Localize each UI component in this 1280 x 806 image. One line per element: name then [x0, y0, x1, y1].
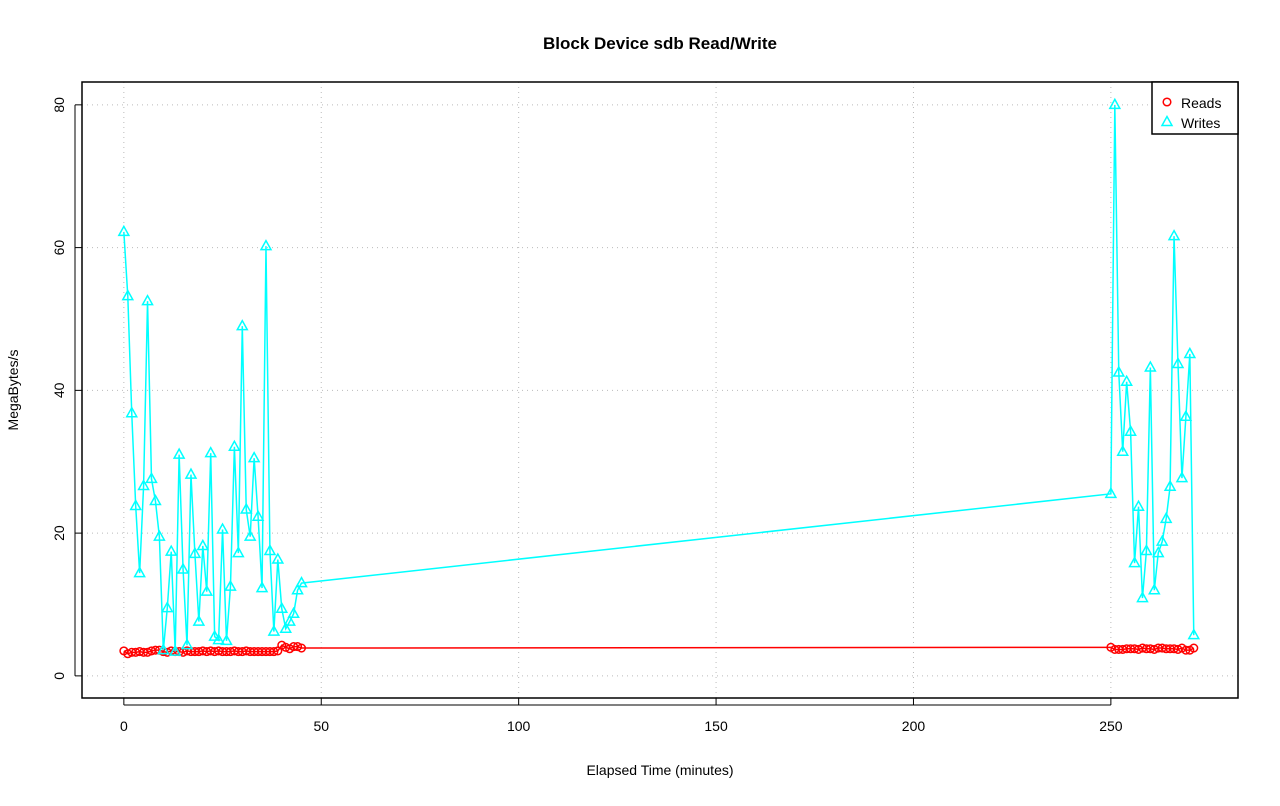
data-point [1179, 409, 1193, 422]
data-point [1132, 499, 1145, 511]
data-point [216, 522, 229, 534]
data-point [259, 239, 273, 251]
data-point [271, 552, 285, 564]
data-point [1140, 543, 1153, 556]
data-point [188, 546, 202, 559]
data-point [142, 647, 153, 657]
data-point [243, 529, 257, 541]
data-point [1163, 479, 1177, 491]
data-point [1108, 97, 1122, 110]
legend-marker [1162, 97, 1172, 107]
data-point [296, 643, 307, 653]
x-tick-label: 100 [507, 718, 531, 734]
data-point [180, 638, 194, 650]
data-point [236, 319, 249, 331]
data-point [1181, 645, 1191, 655]
data-point [255, 581, 269, 593]
data-point [1128, 556, 1141, 568]
data-point [232, 546, 245, 558]
data-point [117, 224, 131, 237]
y-tick-label: 60 [51, 240, 67, 256]
plot-frame [81, 81, 1239, 699]
data-point [129, 498, 142, 511]
data-point [161, 601, 174, 613]
data-point [251, 509, 265, 521]
x-tick-label: 50 [313, 718, 329, 734]
data-point [275, 601, 289, 614]
data-point [157, 643, 170, 655]
data-point [228, 439, 241, 451]
data-point [145, 471, 158, 484]
data-point [204, 446, 217, 458]
data-point [293, 642, 303, 652]
data-point [153, 529, 166, 541]
x-tick-label: 250 [1099, 718, 1123, 734]
data-point [121, 289, 135, 301]
data-point [212, 633, 225, 645]
legend-marker [1160, 114, 1174, 127]
legend-label: Reads [1181, 95, 1221, 111]
data-point [1171, 356, 1185, 369]
data-point [1159, 511, 1173, 524]
data-point [220, 633, 233, 646]
data-point [176, 562, 190, 574]
data-point [247, 451, 261, 463]
data-point [269, 647, 279, 657]
data-point [239, 502, 253, 514]
data-point [1144, 360, 1157, 372]
data-point [1148, 583, 1161, 595]
data-point [263, 543, 277, 556]
data-point [125, 406, 139, 418]
y-tick-label: 20 [51, 525, 67, 541]
chart-title: Block Device sdb Read/Write [543, 34, 777, 53]
data-point [1112, 365, 1126, 377]
data-point [1104, 486, 1118, 499]
data-point [1183, 346, 1197, 359]
x-tick-label: 150 [704, 718, 728, 734]
data-point [168, 644, 182, 656]
data-point [184, 467, 198, 479]
y-axis-label: MegaBytes/s [5, 350, 21, 431]
y-tick-label: 40 [51, 382, 67, 398]
data-point [196, 538, 210, 551]
data-point [279, 621, 292, 634]
data-point [1175, 471, 1189, 483]
data-point [295, 576, 308, 588]
legend-label: Writes [1181, 115, 1220, 131]
series-line [123, 104, 1195, 652]
data-point [200, 584, 214, 596]
x-axis-label: Elapsed Time (minutes) [586, 762, 733, 778]
data-point [1116, 444, 1129, 456]
data-point [192, 614, 206, 626]
data-point [149, 493, 162, 506]
data-point [1187, 628, 1201, 640]
data-point [1120, 374, 1133, 387]
data-point [208, 629, 221, 641]
data-point [133, 566, 146, 578]
y-tick-label: 0 [51, 672, 67, 680]
y-tick-label: 80 [51, 97, 67, 113]
data-point [1167, 229, 1181, 241]
data-point [1151, 546, 1165, 558]
data-point [224, 579, 237, 591]
data-point [267, 624, 281, 636]
data-point [141, 294, 154, 306]
data-point [137, 478, 150, 491]
data-point [1189, 643, 1199, 653]
data-point [1136, 591, 1149, 603]
data-point [172, 447, 186, 459]
data-point [287, 606, 300, 619]
data-point [1124, 424, 1137, 437]
data-point [1155, 534, 1169, 546]
x-tick-label: 200 [902, 718, 926, 734]
data-point [291, 583, 304, 595]
x-tick-label: 0 [120, 718, 128, 734]
data-point [283, 614, 296, 626]
data-point [164, 544, 178, 556]
